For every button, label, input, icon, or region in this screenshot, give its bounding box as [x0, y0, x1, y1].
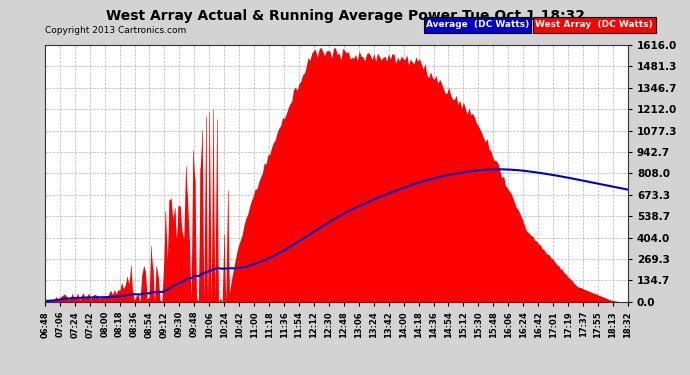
Text: Copyright 2013 Cartronics.com: Copyright 2013 Cartronics.com: [45, 26, 186, 35]
Text: West Array  (DC Watts): West Array (DC Watts): [535, 20, 653, 29]
Text: West Array Actual & Running Average Power Tue Oct 1 18:32: West Array Actual & Running Average Powe…: [106, 9, 584, 23]
Text: Average  (DC Watts): Average (DC Watts): [426, 20, 529, 29]
